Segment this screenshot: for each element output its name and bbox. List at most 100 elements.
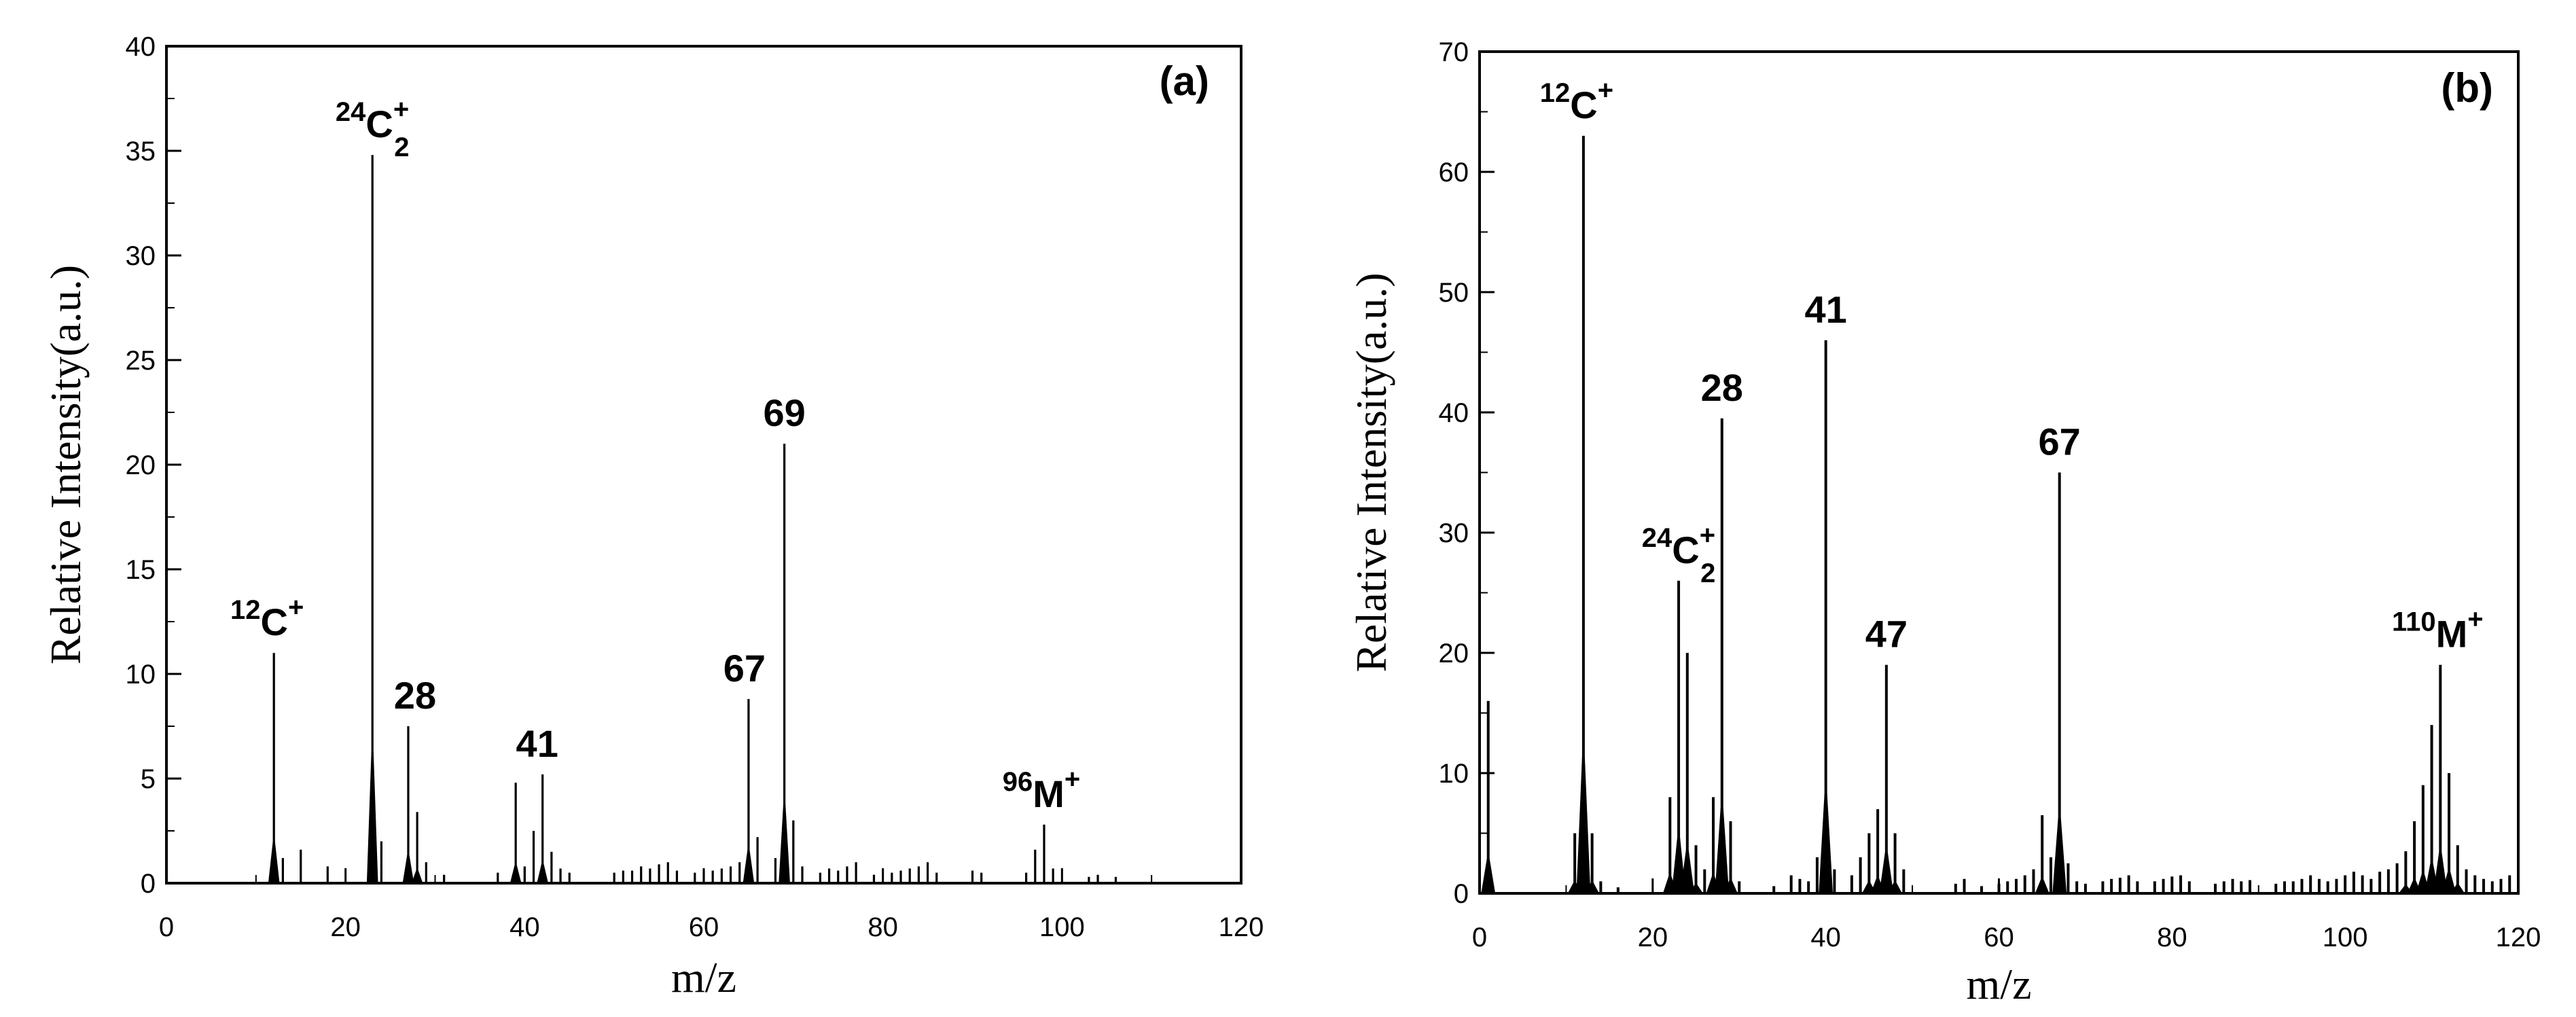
chart-b-peak — [2249, 880, 2252, 893]
chart-a-peak — [272, 653, 275, 883]
chart-a-peak — [300, 849, 302, 883]
chart-a-peak — [971, 870, 974, 883]
chart-a-peak-label-4-text: 67 — [723, 647, 766, 690]
chart-b-peak — [1772, 886, 1776, 893]
chart-a-peak-label-0: 12C+ — [230, 592, 304, 643]
chart-b-peak — [1703, 869, 1706, 893]
chart-b-peak — [2231, 878, 2234, 893]
chart-b-peak — [2274, 883, 2278, 893]
chart-b-peak — [2110, 878, 2113, 893]
chart-a-y-axis-label: Relative Intensity(a.u.) — [41, 265, 90, 664]
chart-b-peak-base — [1585, 882, 1600, 893]
chart-b-peak-label-2: 28 — [1701, 366, 1743, 409]
chart-a-y-tick-label: 0 — [141, 869, 156, 899]
chart-a-plot-frame — [165, 45, 1242, 885]
chart-a-peak — [649, 868, 651, 883]
chart-a-peak-label-1: 24C+ 2 — [336, 94, 410, 162]
chart-b-y-tick-label: 0 — [1454, 879, 1469, 909]
chart-a-peak — [926, 862, 929, 883]
chart-b-peak — [2291, 881, 2295, 893]
chart-b-peak — [2413, 821, 2416, 893]
chart-b-peak — [2162, 878, 2165, 893]
chart-a-peak — [640, 866, 643, 883]
chart-b-peak — [2309, 875, 2312, 893]
chart-b-x-tick-label: 0 — [1472, 923, 1487, 952]
chart-b-x-axis-label: m/z — [1967, 960, 2032, 1008]
chart-b-peak — [1729, 821, 1732, 893]
chart-b-peak — [2344, 875, 2347, 893]
chart-b-peak — [2283, 881, 2286, 893]
chart-a-x-axis-label: m/z — [671, 953, 736, 1001]
chart-b-peak — [2041, 815, 2044, 893]
chart-a-peak — [1096, 874, 1099, 883]
chart-b-peak-base — [2035, 879, 2050, 893]
chart-b-peak — [2361, 875, 2364, 893]
chart-b-peak — [1807, 881, 1810, 893]
chart-b-peak — [2499, 878, 2503, 893]
chart-a-peak — [568, 872, 571, 883]
chart-a-y-tick-label: 10 — [126, 660, 156, 690]
chart-b-peak — [1980, 886, 1984, 893]
chart-a-peak — [891, 872, 893, 883]
chart-a-peak-base — [779, 804, 790, 883]
chart-a-peak — [792, 820, 795, 883]
chart-b-peak — [1833, 869, 1836, 893]
chart-b-peak — [2023, 875, 2026, 893]
chart-a-y-tick-label: 20 — [126, 450, 156, 480]
chart-b-peak — [2240, 881, 2243, 893]
chart-a-peak-label-2: 28 — [394, 674, 436, 717]
chart-b-peak — [2014, 878, 2018, 893]
chart-b-peak — [1581, 135, 1585, 893]
chart-b-peak-label-1: 24C+ 2 — [1642, 520, 1716, 588]
chart-b-peak — [2083, 883, 2087, 893]
chart-b-peak — [1850, 875, 1853, 893]
chart-b-peak — [1738, 881, 1741, 893]
chart-a-peak — [514, 783, 517, 883]
chart-a-peak-base — [537, 863, 549, 883]
chart-a-peak — [443, 874, 446, 883]
chart-b-peak — [2127, 875, 2130, 893]
chart-b-x-tick-label: 40 — [1810, 923, 1841, 952]
chart-b-peak — [2032, 869, 2035, 893]
chart-b-y-tick-label: 20 — [1439, 639, 1469, 668]
chart-b-y-tick-label: 70 — [1439, 37, 1469, 67]
chart-a-peak — [908, 868, 911, 883]
chart-a-peak-base — [268, 842, 280, 883]
chart-b-peak — [2214, 883, 2217, 893]
chart-b-peak-label-0-text: 12C+ — [1540, 75, 1613, 126]
chart-a-y-tick-label: 30 — [126, 241, 156, 271]
chart-b-peak — [2317, 878, 2321, 893]
chart-b-peak — [2075, 881, 2079, 893]
chart-b-peak — [1720, 418, 1723, 893]
chart-a-peak — [702, 870, 705, 883]
chart-a-peak — [729, 866, 732, 883]
chart-b-y-tick-label: 40 — [1439, 398, 1469, 428]
chart-b-peak — [2049, 857, 2052, 893]
chart-a-peak — [801, 866, 804, 883]
chart-a-peak — [747, 698, 750, 883]
chart-a-peak-label-6: 96M+ — [1003, 764, 1081, 815]
chart-a-peak — [497, 872, 499, 883]
chart-b-peak-label-3: 41 — [1805, 288, 1847, 331]
chart-b-peak-label-5: 67 — [2039, 421, 2081, 463]
chart-b-peak — [1798, 878, 1802, 893]
chart-b-peak — [1599, 881, 1603, 893]
chart-b-peak-base — [1819, 793, 1833, 893]
chart-a-peak-label-2-text: 28 — [394, 674, 436, 717]
chart-b-peak — [1573, 833, 1577, 893]
chart-b-x-tick-label: 20 — [1638, 923, 1668, 952]
chart-b-peak — [2395, 863, 2399, 893]
chart-a-peak — [720, 868, 723, 883]
chart-a-x-tick-label: 0 — [159, 912, 174, 942]
chart-b-peak — [1963, 878, 1966, 893]
chart-a-peak — [756, 837, 759, 883]
chart-a-peak — [550, 851, 553, 883]
chart-a-peak-label-1-text: 24C+ 2 — [336, 94, 410, 162]
chart-b-peak — [1884, 664, 1888, 893]
chart-a-peak — [827, 868, 831, 883]
chart-a-x-tick-label: 100 — [1039, 912, 1085, 942]
chart-a-peak-base — [509, 865, 522, 883]
chart-b-peak — [2386, 869, 2390, 893]
chart-b-y-tick-label: 50 — [1439, 278, 1469, 308]
